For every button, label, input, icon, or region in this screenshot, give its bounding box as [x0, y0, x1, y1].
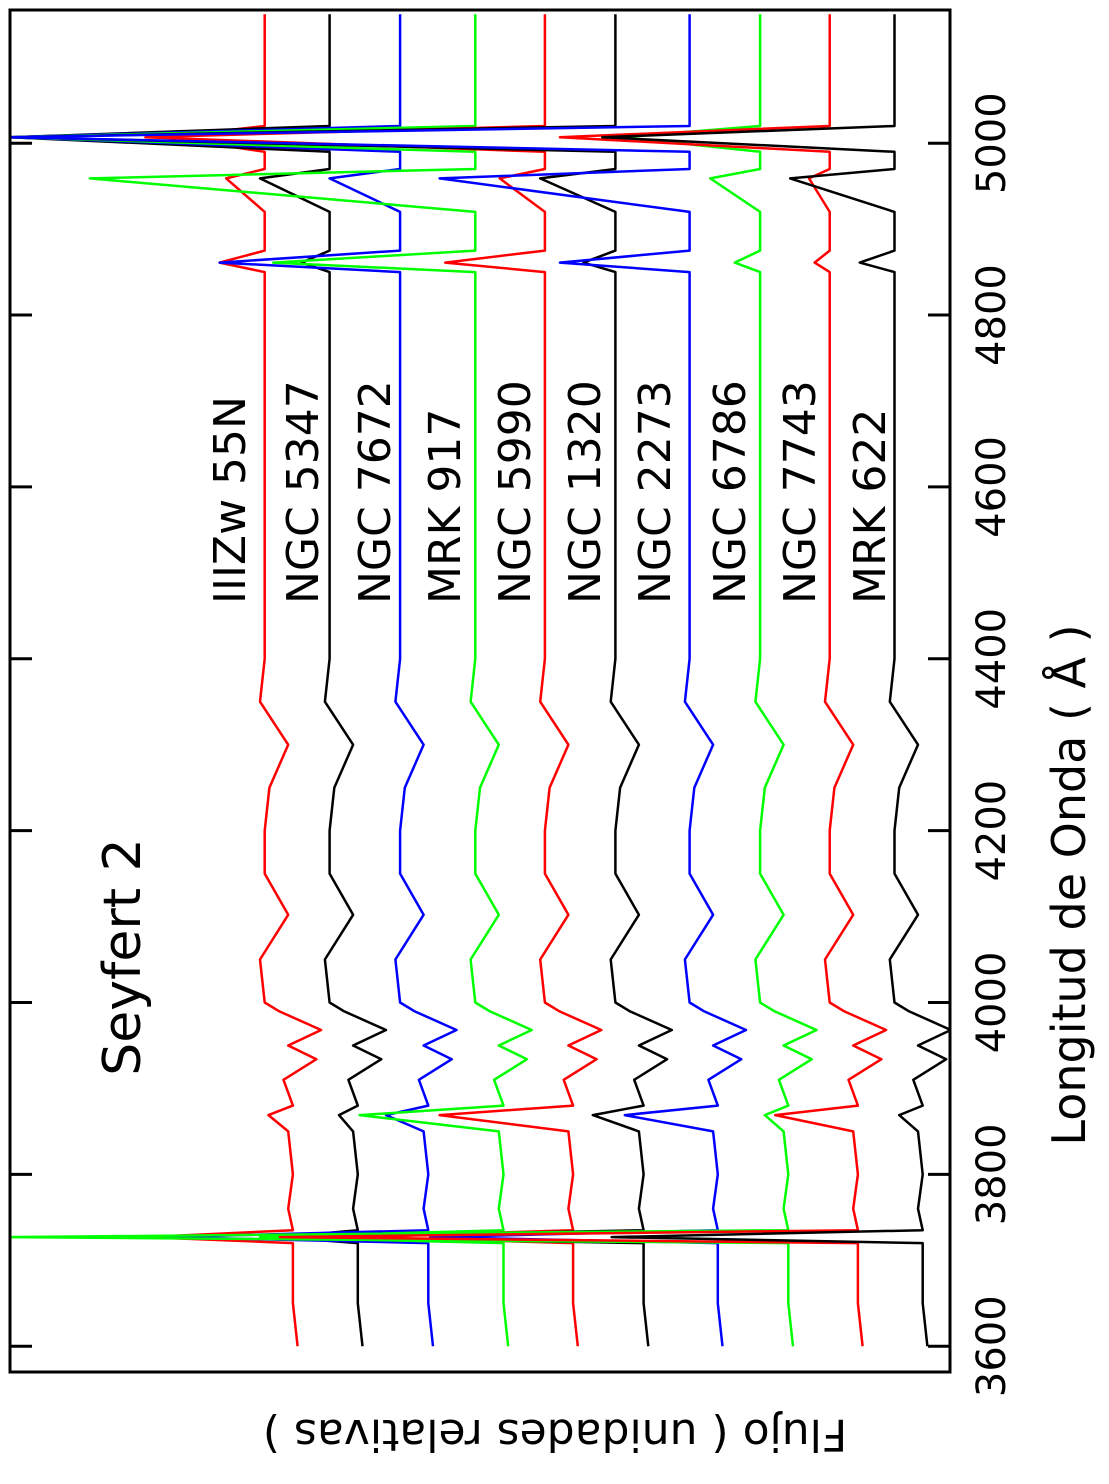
- series-label: NGC 1320: [560, 380, 611, 604]
- series-label: NGC 5990: [490, 380, 541, 604]
- spectrum-line: [10, 14, 533, 1347]
- plot-frame: [8, 8, 952, 1374]
- x-tick-label: 4000: [969, 952, 1015, 1054]
- spectrum-line: [10, 14, 674, 1347]
- spectrum-line: [10, 14, 458, 1347]
- spectrum-line: [10, 14, 388, 1347]
- spectrum-line: [600, 14, 950, 1347]
- y-axis-label: Flujo ( unidades relativas ): [263, 1409, 847, 1460]
- series-label: IIIZw 55N: [205, 396, 256, 604]
- series-label: NGC 7672: [350, 380, 401, 604]
- x-tick-label: 4800: [969, 264, 1015, 366]
- x-tick-label: 5000: [969, 92, 1015, 194]
- series-label: NGC 5347: [278, 380, 329, 604]
- spectrum-line: [278, 14, 888, 1347]
- spectrum-line: [144, 14, 603, 1347]
- x-tick-label: 4400: [969, 608, 1015, 710]
- spectrum-line: [10, 14, 818, 1347]
- x-tick-label: 3800: [969, 1123, 1015, 1225]
- series-label: NGC 7743: [775, 380, 826, 604]
- plot-area: [10, 14, 950, 1347]
- x-tick-label: 4200: [969, 780, 1015, 882]
- spectrum-line: [10, 14, 748, 1347]
- series-label: NGC 2273: [630, 380, 681, 604]
- series-label: MRK 917: [420, 409, 471, 604]
- chart-title: Seyfert 2: [93, 838, 153, 1075]
- series-label: MRK 622: [845, 409, 896, 604]
- spectrum-line: [144, 14, 323, 1347]
- x-tick-label: 3600: [969, 1295, 1015, 1397]
- x-tick-label: 4600: [969, 436, 1015, 538]
- series-label: NGC 6786: [705, 380, 756, 604]
- x-axis-label: Longitud de Onda ( Å ): [1042, 624, 1096, 1145]
- rotated-plot: Seyfert 2 Longitud de Onda ( Å ) Flujo (…: [8, 8, 1096, 1460]
